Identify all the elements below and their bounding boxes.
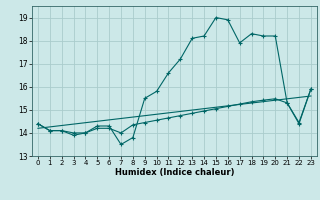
X-axis label: Humidex (Indice chaleur): Humidex (Indice chaleur) — [115, 168, 234, 177]
